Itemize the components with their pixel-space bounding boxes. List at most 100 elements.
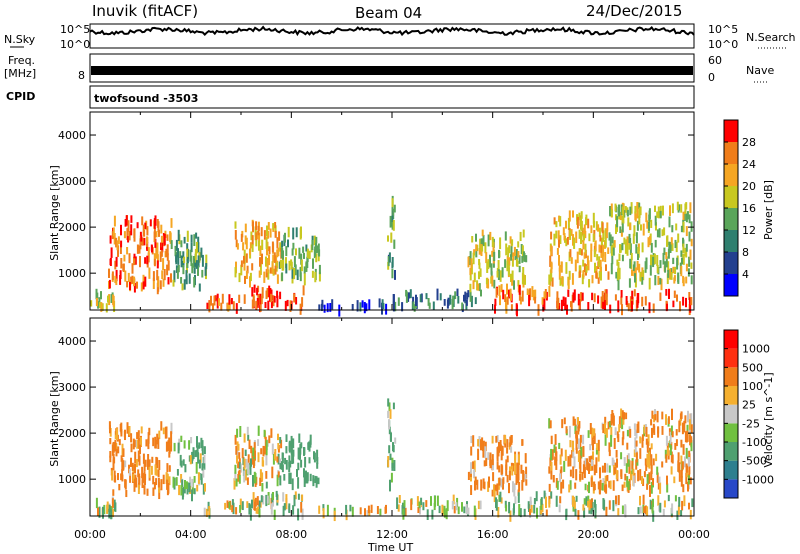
nsky-line (89, 25, 695, 37)
velocity-cell (496, 453, 499, 462)
power-cell (285, 246, 288, 257)
velocity-cell (162, 474, 165, 485)
power-cell (505, 243, 508, 256)
power-cell (642, 270, 645, 281)
velocity-cell (457, 506, 460, 515)
power-cell (650, 242, 653, 253)
power-cell (557, 230, 560, 240)
power-cell (499, 295, 501, 306)
velocity-cell (112, 489, 115, 496)
velocity-cell (575, 438, 578, 450)
power-cell (505, 297, 507, 310)
power-cell (170, 240, 173, 250)
power-cell (638, 215, 641, 225)
power-cell (129, 281, 131, 291)
power-cell (474, 297, 477, 305)
power-cell (133, 234, 136, 242)
velocity-cell (649, 485, 651, 497)
velocity-cell (602, 478, 605, 486)
velocity-cell (550, 461, 553, 471)
velocity-cell (491, 435, 494, 444)
velocity-cell (545, 496, 547, 509)
power-cell (580, 292, 583, 302)
power-cell (110, 294, 113, 304)
velocity-cell (238, 474, 241, 484)
velocity-cell (118, 439, 121, 446)
power-cell (256, 287, 259, 296)
velocity-cell (203, 446, 206, 455)
power-cell (639, 271, 642, 282)
power-cell (560, 299, 563, 311)
velocity-cell (558, 504, 561, 513)
power-cell (580, 249, 583, 256)
power-cell (494, 304, 496, 314)
time-axis-label: Time UT (367, 541, 413, 554)
velocity-cell (656, 466, 659, 475)
velocity-cell (418, 501, 421, 509)
velocity-cell (496, 435, 499, 443)
velocity-cell (359, 507, 362, 515)
power-cell (610, 245, 613, 256)
velocity-cell (680, 476, 683, 487)
velocity-cell (522, 470, 525, 481)
velocity-cell (388, 445, 391, 454)
power-cell (688, 231, 691, 242)
power-cell (392, 301, 395, 312)
power-cell (166, 244, 169, 256)
power-cell (482, 234, 485, 247)
velocity-cell (535, 491, 538, 502)
velocity-cell (288, 442, 291, 452)
power-cell (520, 244, 523, 255)
velocity-cell (237, 443, 240, 451)
velocity-cell (482, 447, 485, 458)
velocity-cell (288, 472, 291, 484)
power-cell (107, 295, 109, 303)
velocity-cell (309, 473, 312, 482)
power-cell (489, 231, 492, 241)
power-cell (569, 249, 572, 258)
velocity-cell (158, 430, 161, 440)
power-cell (524, 275, 526, 285)
velocity-colorbar-label: -25 (742, 417, 760, 430)
velocity-cell (517, 492, 520, 503)
power-cell (609, 234, 612, 247)
power-cell (413, 304, 416, 312)
power-cell (509, 293, 512, 301)
velocity-cell (345, 509, 348, 521)
velocity-cell (410, 499, 413, 511)
power-cell (619, 226, 622, 234)
date-title: 24/Dec/2015 (586, 2, 682, 20)
velocity-cell (623, 481, 626, 488)
velocity-cell (228, 501, 231, 509)
power-cell (108, 294, 111, 306)
power-cell (648, 302, 651, 314)
velocity-cell (472, 435, 475, 447)
velocity-cell (130, 433, 133, 443)
power-cell (650, 219, 653, 228)
power-cell (270, 293, 273, 303)
velocity-cell (648, 472, 651, 484)
power-cell (521, 272, 524, 285)
power-cell (161, 242, 164, 253)
power-cell (668, 241, 671, 252)
velocity-cell (604, 416, 607, 425)
velocity-cell (624, 505, 627, 518)
velocity-cell (470, 462, 473, 474)
velocity-cell (185, 481, 188, 489)
power-cell (290, 261, 293, 270)
power-cell (315, 253, 318, 263)
power-cell (690, 297, 693, 306)
power-cell (632, 264, 635, 271)
power-cell (673, 290, 676, 298)
velocity-cell (687, 410, 689, 423)
power-cell (583, 224, 586, 235)
velocity-cell (272, 454, 275, 465)
velocity-cell (506, 447, 509, 454)
velocity-cell (304, 456, 307, 468)
power-cell (117, 245, 119, 257)
velocity-cell (610, 414, 613, 425)
velocity-cell (627, 453, 630, 464)
velocity-cell (614, 427, 617, 436)
power-cell (253, 284, 256, 293)
power-cell (580, 220, 583, 231)
